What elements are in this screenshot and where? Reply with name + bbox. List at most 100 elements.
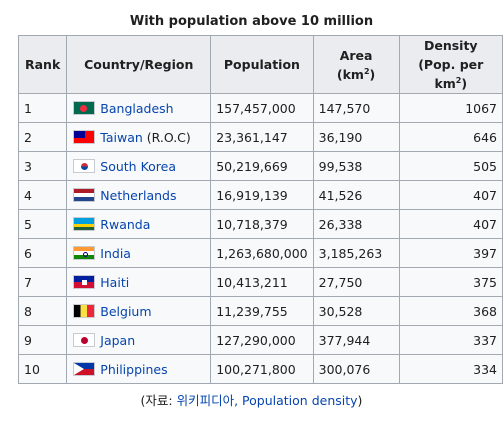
taiwan-flag-icon (73, 129, 96, 144)
country-link[interactable]: Haiti (100, 274, 130, 290)
rank-cell: 9 (17, 325, 68, 355)
population-cell: 127,290,000 (210, 325, 314, 355)
population-cell: 50,219,669 (210, 151, 314, 181)
table-row: 4 Netherlands 16,919,139 41,526 407 (17, 180, 503, 210)
density-cell: 505 (398, 151, 503, 181)
rank-cell: 3 (17, 151, 68, 181)
rank-cell: 1 (17, 93, 68, 123)
area-cell: 27,750 (312, 267, 400, 297)
area-cell: 41,526 (312, 180, 400, 210)
country-cell: Bangladesh (66, 93, 212, 123)
table-row: 10 Philippines 100,271,800 300,076 334 (17, 354, 503, 384)
population-cell: 10,718,379 (210, 209, 314, 239)
rank-cell: 2 (17, 122, 68, 152)
table-row: 8 Belgium 11,239,755 30,528 368 (17, 296, 503, 326)
country-link[interactable]: South Korea (100, 158, 177, 174)
density-cell: 407 (398, 180, 503, 210)
header-country: Country/Region (66, 35, 212, 94)
area-cell: 99,538 (312, 151, 400, 181)
area-cell: 36,190 (312, 122, 400, 152)
country-cell: Taiwan (R.O.C) (66, 122, 212, 152)
population-cell: 100,271,800 (210, 354, 314, 384)
population-cell: 23,361,147 (210, 122, 314, 152)
india-flag-icon (73, 245, 96, 260)
density-cell: 397 (398, 238, 503, 268)
header-rank: Rank (17, 35, 68, 94)
density-cell: 334 (398, 354, 503, 384)
header-population: Population (210, 35, 314, 94)
header-density-close: ) (461, 76, 468, 91)
country-cell: Haiti (66, 267, 212, 297)
country-link[interactable]: Bangladesh (100, 100, 174, 116)
area-cell: 26,338 (312, 209, 400, 239)
source-suffix: ) (357, 393, 363, 408)
header-row: Rank Country/Region Population Area (km2… (17, 35, 503, 94)
population-density-table: Rank Country/Region Population Area (km2… (17, 35, 503, 384)
density-cell: 368 (398, 296, 503, 326)
rank-cell: 5 (17, 209, 68, 239)
table-row: 1 Bangladesh 157,457,000 147,570 1067 (17, 93, 503, 123)
source-note: (자료: 위키피디아, Population density) (0, 390, 503, 409)
density-cell: 646 (398, 122, 503, 152)
country-cell: Belgium (66, 296, 212, 326)
country-link[interactable]: India (100, 245, 131, 261)
table-row: 3 South Korea 50,219,669 99,538 505 (17, 151, 503, 181)
country-suffix: (R.O.C) (142, 129, 191, 145)
area-cell: 3,185,263 (312, 238, 400, 268)
rank-cell: 6 (17, 238, 68, 268)
header-density-sup: 2 (455, 75, 462, 85)
country-cell: South Korea (66, 151, 212, 181)
population-cell: 16,919,139 (210, 180, 314, 210)
population-cell: 157,457,000 (210, 93, 314, 123)
area-cell: 300,076 (312, 354, 400, 384)
country-link[interactable]: Taiwan (100, 129, 143, 145)
country-cell: Netherlands (66, 180, 212, 210)
country-link[interactable]: Japan (100, 332, 136, 348)
header-area: Area (km2) (312, 35, 400, 94)
area-cell: 30,528 (312, 296, 400, 326)
population-cell: 11,239,755 (210, 296, 314, 326)
philippines-flag-icon (73, 361, 96, 376)
japan-flag-icon (73, 332, 96, 347)
haiti-flag-icon (73, 274, 96, 289)
header-area-sup: 2 (363, 66, 370, 76)
population-cell: 10,413,211 (210, 267, 314, 297)
density-cell: 375 (398, 267, 503, 297)
rank-cell: 10 (17, 354, 68, 384)
country-cell: India (66, 238, 212, 268)
country-cell: Rwanda (66, 209, 212, 239)
country-link[interactable]: Philippines (100, 361, 168, 377)
header-area-close: ) (369, 66, 376, 82)
country-link[interactable]: Rwanda (100, 216, 151, 232)
bangladesh-flag-icon (73, 100, 96, 115)
header-density: Density (Pop. per km2) (398, 35, 503, 94)
header-area-text: Area (km (336, 47, 373, 82)
netherlands-flag-icon (73, 187, 96, 202)
country-link[interactable]: Netherlands (100, 187, 177, 203)
table-row: 5 Rwanda 10,718,379 26,338 407 (17, 209, 503, 239)
density-cell: 407 (398, 209, 503, 239)
south-korea-flag-icon (73, 158, 96, 173)
table-row: 2 Taiwan (R.O.C) 23,361,147 36,190 646 (17, 122, 503, 152)
area-cell: 147,570 (312, 93, 400, 123)
source-link[interactable]: 위키피디아, Population density (176, 393, 358, 408)
table-row: 9 Japan 127,290,000 377,944 337 (17, 325, 503, 355)
table-caption: With population above 10 million (129, 14, 374, 29)
belgium-flag-icon (73, 303, 96, 318)
table-row: 6 India 1,263,680,000 3,185,263 397 (17, 238, 503, 268)
rank-cell: 4 (17, 180, 68, 210)
country-cell: Japan (66, 325, 212, 355)
area-cell: 377,944 (312, 325, 400, 355)
country-cell: Philippines (66, 354, 212, 384)
rank-cell: 8 (17, 296, 68, 326)
population-cell: 1,263,680,000 (210, 238, 314, 268)
density-cell: 1067 (398, 93, 503, 123)
density-cell: 337 (398, 325, 503, 355)
header-density-line1: Density (423, 38, 478, 53)
source-prefix: (자료: (140, 393, 177, 408)
rank-cell: 7 (17, 267, 68, 297)
rwanda-flag-icon (73, 216, 96, 231)
table-row: 7 Haiti 10,413,211 27,750 375 (17, 267, 503, 297)
header-density-text: (Pop. per km (418, 57, 484, 91)
country-link[interactable]: Belgium (100, 303, 152, 319)
